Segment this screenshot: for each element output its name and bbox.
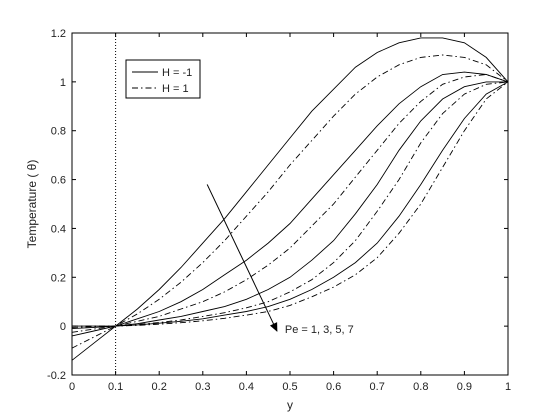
- x-axis-label: y: [287, 398, 293, 412]
- series-line-h-neg1: [71, 81, 508, 330]
- series-line-h-neg1: [71, 71, 509, 337]
- y-tick-label: 0.8: [51, 126, 66, 138]
- x-tick-label: 1: [505, 381, 511, 393]
- x-tick-label: 0.9: [457, 381, 472, 393]
- x-tick-label: 0.7: [370, 381, 385, 393]
- annotation-arrow: [206, 184, 278, 332]
- x-tick-label: 0: [69, 381, 75, 393]
- y-tick-label: 1: [60, 77, 66, 89]
- y-tick-label: 1.2: [51, 28, 66, 40]
- x-tick-label: 0.5: [282, 381, 297, 393]
- series-line-h-neg1: [72, 81, 509, 327]
- series-line-h-1: [72, 81, 509, 327]
- legend-label-h-1: H = 1: [162, 83, 189, 95]
- x-tick-label: 0.3: [195, 381, 210, 393]
- y-axis-label: Temperature ( θ): [25, 160, 39, 249]
- legend-label-h-neg1: H = -1: [162, 67, 192, 79]
- y-tick-label: 0.4: [51, 223, 66, 235]
- y-tick-label: 0: [60, 321, 66, 333]
- x-tick-label: 0.4: [239, 381, 254, 393]
- x-tick-label: 0.6: [326, 381, 341, 393]
- series-layer: [71, 37, 509, 361]
- y-tick-label: -0.2: [47, 370, 66, 382]
- x-tick-label: 0.2: [152, 381, 167, 393]
- x-tick-label: 0.8: [413, 381, 428, 393]
- axes-layer: 0 0.1 0.2 0.3 0.4 0.5 0.6 0.7 0.8 0.9 1-0.200.20.4…: [47, 28, 511, 393]
- series-line-h-1: [71, 81, 509, 328]
- annotation-label: Pe = 1, 3, 5, 7: [285, 324, 354, 336]
- series-line-h-1: [71, 54, 509, 349]
- y-tick-label: 0.2: [51, 272, 66, 284]
- legend: H = -1 H = 1: [125, 59, 201, 99]
- legend-box: [125, 59, 201, 99]
- y-tick-label: 0.6: [51, 175, 66, 187]
- series-line-h-neg1: [71, 37, 509, 361]
- x-tick-label: 0.1: [108, 381, 123, 393]
